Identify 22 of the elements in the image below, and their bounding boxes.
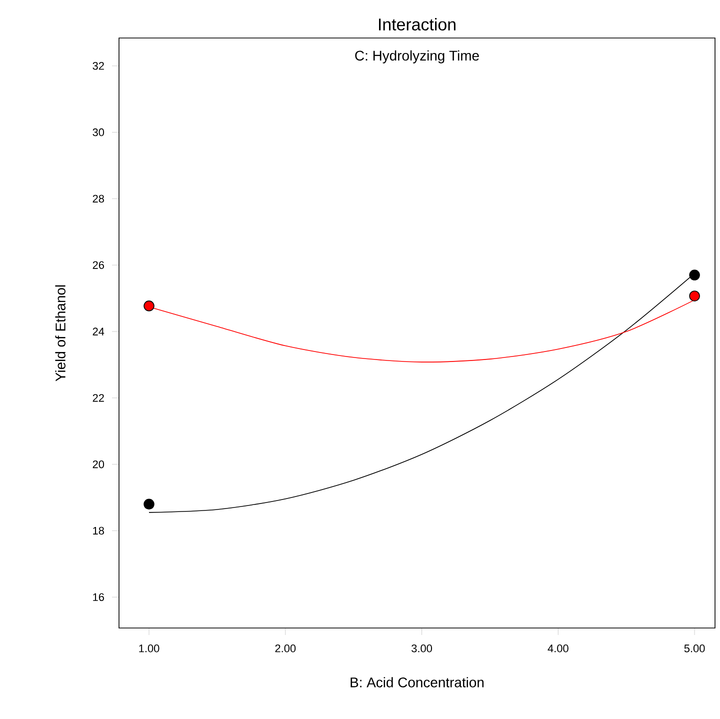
y-tick-label: 26 (92, 261, 104, 269)
y-tick-label: 20 (92, 460, 104, 468)
point (144, 498, 154, 510)
y-tick-label: 32 (92, 62, 104, 70)
x-tick-label: 2.00 (275, 644, 296, 652)
x-axis-title: B: Acid Concentration (350, 677, 484, 688)
y-tick-label: 30 (92, 128, 104, 136)
point (689, 290, 700, 302)
point (144, 300, 154, 312)
chart-title: Interaction (379, 18, 456, 30)
y-tick-label: 28 (92, 194, 104, 203)
y-tick-label: 24 (92, 328, 104, 336)
y-tick-label: 16 (93, 593, 104, 601)
point (689, 270, 700, 280)
y-tick-label: 18 (93, 526, 104, 535)
x-tick-label: 1.00 (139, 644, 160, 652)
y-tick-label: 22 (92, 394, 104, 402)
x-tick-label: 5.00 (684, 644, 705, 652)
y-axis-title: Yield of Ethanol (55, 285, 66, 382)
x-tick-label: 4.00 (548, 644, 568, 652)
text: C: Hydrolyzing Time (355, 50, 479, 64)
x-tick-label: 3.00 (412, 644, 432, 652)
